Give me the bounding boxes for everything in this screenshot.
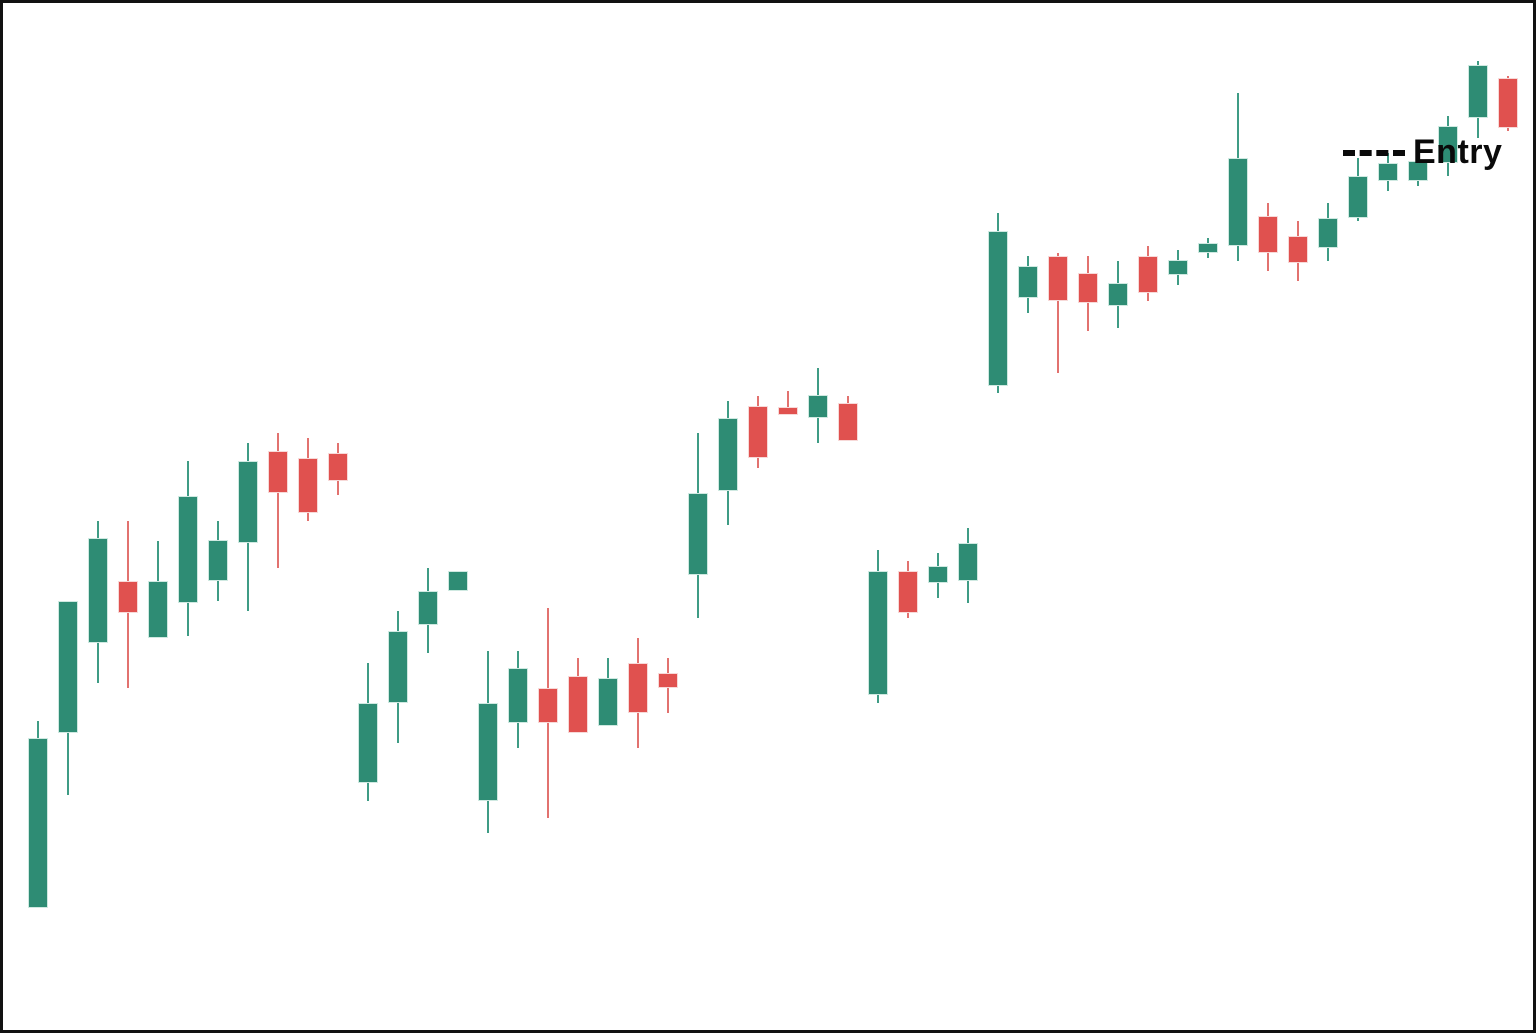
candlestick-body-37 xyxy=(1138,256,1158,293)
candlestick-body-48 xyxy=(1468,65,1488,118)
candlestick-body-26 xyxy=(808,395,828,418)
candlestick-body-13 xyxy=(418,591,438,625)
candlestick-body-36 xyxy=(1108,283,1128,306)
candlestick-body-6 xyxy=(208,540,228,581)
candlestick-body-2 xyxy=(88,538,108,643)
candlestick-body-23 xyxy=(718,418,738,491)
candlestick-body-9 xyxy=(298,458,318,513)
candlestick-body-35 xyxy=(1078,273,1098,303)
candlestick-body-34 xyxy=(1048,256,1068,301)
candlestick-body-24 xyxy=(748,406,768,458)
entry-dashed-line xyxy=(1343,150,1405,156)
candlestick-body-7 xyxy=(238,461,258,543)
entry-label: Entry xyxy=(1413,133,1502,172)
candlestick-body-29 xyxy=(898,571,918,613)
candlestick-body-1 xyxy=(58,601,78,733)
candlestick-body-25 xyxy=(778,407,798,415)
candlestick-body-14 xyxy=(448,571,468,591)
candlestick-body-31 xyxy=(958,543,978,581)
candlestick-body-17 xyxy=(538,688,558,723)
candlestick-body-42 xyxy=(1288,236,1308,263)
candlestick-chart: Entry xyxy=(0,0,1536,1033)
candlestick-body-43 xyxy=(1318,218,1338,248)
entry-annotation: Entry xyxy=(1343,133,1502,172)
candlestick-body-10 xyxy=(328,453,348,481)
candlestick-body-33 xyxy=(1018,266,1038,298)
candlestick-body-27 xyxy=(838,403,858,441)
plot-area xyxy=(3,3,1533,1030)
candlestick-body-40 xyxy=(1228,158,1248,246)
candlestick-body-41 xyxy=(1258,216,1278,253)
candlestick-body-30 xyxy=(928,566,948,583)
candlestick-body-39 xyxy=(1198,243,1218,253)
candlestick-body-11 xyxy=(358,703,378,783)
candlestick-body-38 xyxy=(1168,260,1188,275)
candlestick-body-21 xyxy=(658,673,678,688)
candlestick-body-15 xyxy=(478,703,498,801)
candlestick-body-19 xyxy=(598,678,618,726)
candlestick-body-4 xyxy=(148,581,168,638)
candlestick-body-5 xyxy=(178,496,198,603)
candlestick-body-0 xyxy=(28,738,48,908)
candlestick-body-49 xyxy=(1498,78,1518,128)
candlestick-body-44 xyxy=(1348,176,1368,218)
candlestick-body-3 xyxy=(118,581,138,613)
candlestick-body-22 xyxy=(688,493,708,575)
candlestick-body-18 xyxy=(568,676,588,733)
candlestick-body-12 xyxy=(388,631,408,703)
candlestick-body-32 xyxy=(988,231,1008,386)
candlestick-body-8 xyxy=(268,451,288,493)
candlestick-body-20 xyxy=(628,663,648,713)
candlestick-body-28 xyxy=(868,571,888,695)
candlestick-body-16 xyxy=(508,668,528,723)
